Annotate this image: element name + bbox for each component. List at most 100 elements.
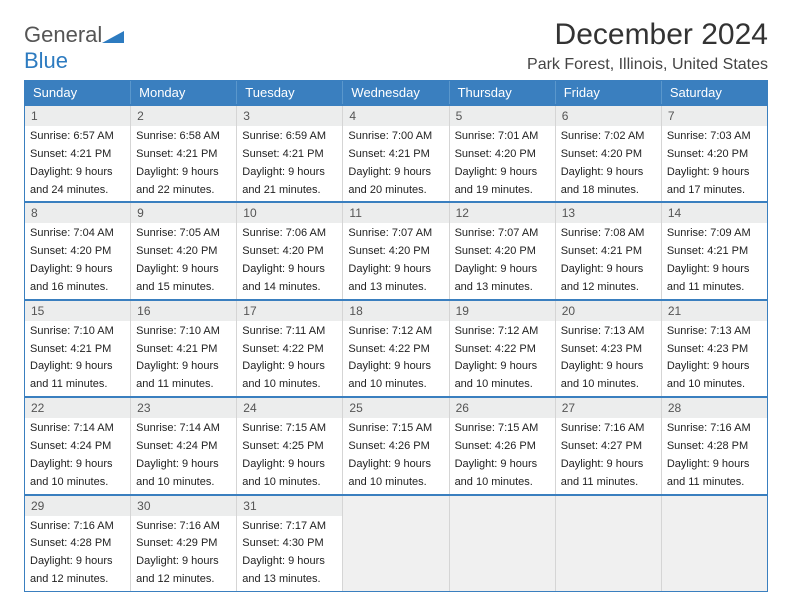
daylight-line2: and 12 minutes. [556,277,661,299]
sunset-text: Sunset: 4:22 PM [343,339,448,357]
calendar-cell: 23Sunrise: 7:14 AMSunset: 4:24 PMDayligh… [131,398,237,493]
sunset-text: Sunset: 4:23 PM [556,339,661,357]
day-number: 25 [343,398,448,418]
sunset-text: Sunset: 4:21 PM [556,241,661,259]
sunrise-text: Sunrise: 7:05 AM [131,223,236,241]
calendar-cell: 21Sunrise: 7:13 AMSunset: 4:23 PMDayligh… [662,301,767,396]
calendar-cell: 20Sunrise: 7:13 AMSunset: 4:23 PMDayligh… [556,301,662,396]
calendar-cell: 2Sunrise: 6:58 AMSunset: 4:21 PMDaylight… [131,106,237,201]
calendar-grid: SundayMondayTuesdayWednesdayThursdayFrid… [24,80,768,592]
calendar-cell: 29Sunrise: 7:16 AMSunset: 4:28 PMDayligh… [25,496,131,591]
day-number: 16 [131,301,236,321]
calendar-week: 15Sunrise: 7:10 AMSunset: 4:21 PMDayligh… [25,299,767,396]
day-number: 10 [237,203,342,223]
sunset-text: Sunset: 4:20 PM [662,144,767,162]
calendar-cell: 1Sunrise: 6:57 AMSunset: 4:21 PMDaylight… [25,106,131,201]
day-number: 11 [343,203,448,223]
daylight-line1: Daylight: 9 hours [556,356,661,374]
sunrise-text: Sunrise: 7:04 AM [25,223,130,241]
sunrise-text: Sunrise: 7:12 AM [450,321,555,339]
sunset-text: Sunset: 4:29 PM [131,533,236,551]
sunset-text: Sunset: 4:20 PM [556,144,661,162]
sunrise-text: Sunrise: 7:10 AM [131,321,236,339]
daylight-line2: and 10 minutes. [237,472,342,494]
sunset-text: Sunset: 4:24 PM [131,436,236,454]
sunset-text: Sunset: 4:21 PM [237,144,342,162]
day-number: 24 [237,398,342,418]
day-number: 27 [556,398,661,418]
daylight-line1: Daylight: 9 hours [662,454,767,472]
day-number: 13 [556,203,661,223]
calendar-cell: 31Sunrise: 7:17 AMSunset: 4:30 PMDayligh… [237,496,343,591]
calendar-cell: 19Sunrise: 7:12 AMSunset: 4:22 PMDayligh… [450,301,556,396]
sunrise-text: Sunrise: 7:16 AM [662,418,767,436]
day-of-week-header: Tuesday [237,81,343,104]
daylight-line1: Daylight: 9 hours [237,454,342,472]
sunset-text: Sunset: 4:21 PM [131,339,236,357]
sunset-text: Sunset: 4:23 PM [662,339,767,357]
daylight-line1: Daylight: 9 hours [556,454,661,472]
daylight-line1: Daylight: 9 hours [25,259,130,277]
sunrise-text: Sunrise: 7:15 AM [343,418,448,436]
sunset-text: Sunset: 4:24 PM [25,436,130,454]
sunset-text: Sunset: 4:22 PM [237,339,342,357]
sunrise-text: Sunrise: 7:06 AM [237,223,342,241]
calendar-cell: 16Sunrise: 7:10 AMSunset: 4:21 PMDayligh… [131,301,237,396]
sunrise-text: Sunrise: 7:07 AM [343,223,448,241]
calendar-cell: 28Sunrise: 7:16 AMSunset: 4:28 PMDayligh… [662,398,767,493]
daylight-line1: Daylight: 9 hours [450,356,555,374]
sunrise-text: Sunrise: 7:14 AM [25,418,130,436]
sunrise-text: Sunrise: 7:10 AM [25,321,130,339]
sunset-text: Sunset: 4:20 PM [450,144,555,162]
sunrise-text: Sunrise: 7:15 AM [237,418,342,436]
day-number: 29 [25,496,130,516]
day-number: 26 [450,398,555,418]
day-number: 2 [131,106,236,126]
day-number: 23 [131,398,236,418]
logo-text: General Blue [24,22,124,74]
sunset-text: Sunset: 4:21 PM [131,144,236,162]
day-number: 20 [556,301,661,321]
daylight-line2: and 11 minutes. [25,374,130,396]
daylight-line1: Daylight: 9 hours [25,162,130,180]
calendar-cell [662,496,767,591]
daylight-line2: and 10 minutes. [237,374,342,396]
day-of-week-header: Wednesday [343,81,449,104]
day-of-week-header: Thursday [450,81,556,104]
day-number: 9 [131,203,236,223]
daylight-line2: and 10 minutes. [25,472,130,494]
calendar-cell: 14Sunrise: 7:09 AMSunset: 4:21 PMDayligh… [662,203,767,298]
day-number: 4 [343,106,448,126]
daylight-line2: and 10 minutes. [131,472,236,494]
calendar-cell: 7Sunrise: 7:03 AMSunset: 4:20 PMDaylight… [662,106,767,201]
day-of-week-header: Monday [131,81,237,104]
sunrise-text: Sunrise: 7:11 AM [237,321,342,339]
daylight-line1: Daylight: 9 hours [131,454,236,472]
calendar-cell: 6Sunrise: 7:02 AMSunset: 4:20 PMDaylight… [556,106,662,201]
daylight-line2: and 11 minutes. [662,472,767,494]
daylight-line2: and 22 minutes. [131,180,236,202]
daylight-line2: and 13 minutes. [237,569,342,591]
sunrise-text: Sunrise: 7:17 AM [237,516,342,534]
day-number: 5 [450,106,555,126]
daylight-line1: Daylight: 9 hours [237,162,342,180]
day-number: 31 [237,496,342,516]
day-number: 30 [131,496,236,516]
day-number: 22 [25,398,130,418]
sunrise-text: Sunrise: 6:58 AM [131,126,236,144]
daylight-line2: and 10 minutes. [556,374,661,396]
calendar-week: 22Sunrise: 7:14 AMSunset: 4:24 PMDayligh… [25,396,767,493]
day-of-week-header: Friday [556,81,662,104]
daylight-line1: Daylight: 9 hours [556,259,661,277]
daylight-line2: and 12 minutes. [131,569,236,591]
day-of-week-header: Saturday [662,81,767,104]
sunset-text: Sunset: 4:20 PM [237,241,342,259]
calendar-cell [556,496,662,591]
day-of-week-row: SundayMondayTuesdayWednesdayThursdayFrid… [25,81,767,104]
sunset-text: Sunset: 4:21 PM [662,241,767,259]
calendar-cell: 25Sunrise: 7:15 AMSunset: 4:26 PMDayligh… [343,398,449,493]
sunrise-text: Sunrise: 7:01 AM [450,126,555,144]
sunrise-text: Sunrise: 7:16 AM [556,418,661,436]
calendar-cell: 9Sunrise: 7:05 AMSunset: 4:20 PMDaylight… [131,203,237,298]
daylight-line2: and 11 minutes. [556,472,661,494]
